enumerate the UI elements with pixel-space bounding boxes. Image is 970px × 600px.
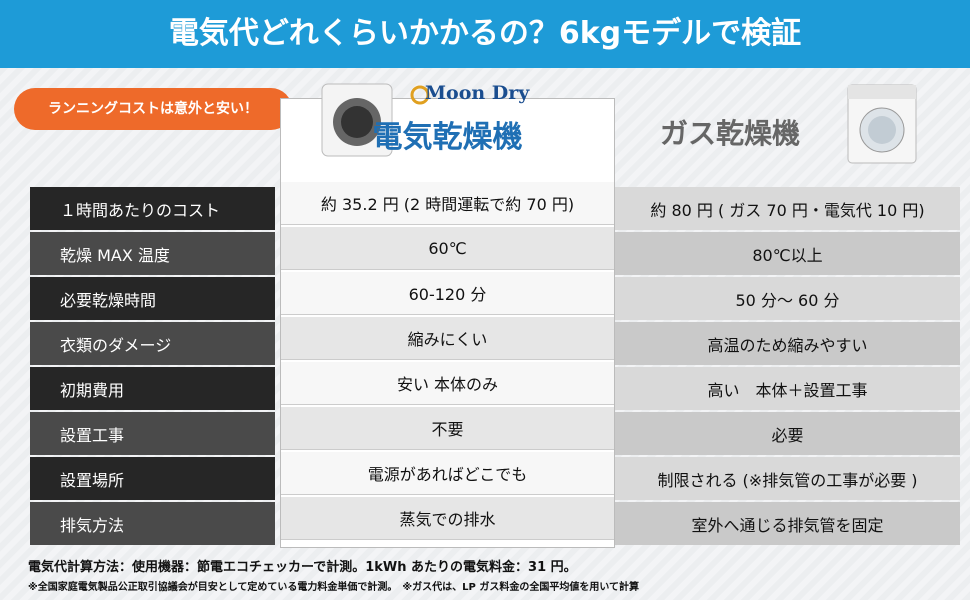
badge: ランニングコストは意外と安い！ [14, 88, 292, 130]
title: 電気代どれくらいかかるの？6kgモデルで検証 [0, 0, 970, 68]
gas-cell: 80℃以上 [615, 232, 960, 275]
moon-logo [410, 85, 430, 105]
gas-cell: 必要 [615, 412, 960, 455]
row-label: 必要乾燥時間 [30, 277, 275, 320]
row-label: 設置場所 [30, 457, 275, 500]
washer-image [847, 84, 917, 164]
brand: Moon Dry [425, 82, 530, 104]
row-label: 乾燥 MAX 温度 [30, 232, 275, 275]
gas-cell: 室外へ通じる排気管を固定 [615, 502, 960, 545]
gas-title: ガス乾燥機 [660, 117, 801, 150]
electric-cell: 電源があればどこでも [281, 452, 614, 495]
gas-cell: 50 分～ 60 分 [615, 277, 960, 320]
row-label: 設置工事 [30, 412, 275, 455]
electric-cell: 安い 本体のみ [281, 362, 614, 405]
gas-cell: 高温のため縮みやすい [615, 322, 960, 365]
electric-cell: 約 35.2 円 (2 時間運転で約 70 円) [281, 182, 614, 225]
row-label: 初期費用 [30, 367, 275, 410]
electric-title: 電気乾燥機 [372, 120, 523, 155]
gas-cell: 約 80 円 ( ガス 70 円・電気代 10 円) [615, 187, 960, 230]
dryer-image [321, 83, 393, 157]
row-label: 排気方法 [30, 502, 275, 545]
electric-cell: 縮みにくい [281, 317, 614, 360]
footnote: ※全国家庭電気製品公正取引協議会が目安として定めている電力料金単価で計測。 ※ガ… [28, 582, 640, 593]
row-label: １時間あたりのコスト [30, 187, 275, 230]
electric-cell: 60℃ [281, 227, 614, 270]
electric-cell: 不要 [281, 407, 614, 450]
gas-cell: 高い 本体＋設置工事 [615, 367, 960, 410]
electric-cell: 60-120 分 [281, 272, 614, 315]
gas-cell: 制限される (※排気管の工事が必要 ) [615, 457, 960, 500]
electric-cell: 蒸気での排水 [281, 497, 614, 540]
row-label: 衣類のダメージ [30, 322, 275, 365]
footnote: 電気代計算方法：使用機器：節電エコチェッカーで計測。1kWh あたりの電気料金：… [28, 560, 577, 575]
